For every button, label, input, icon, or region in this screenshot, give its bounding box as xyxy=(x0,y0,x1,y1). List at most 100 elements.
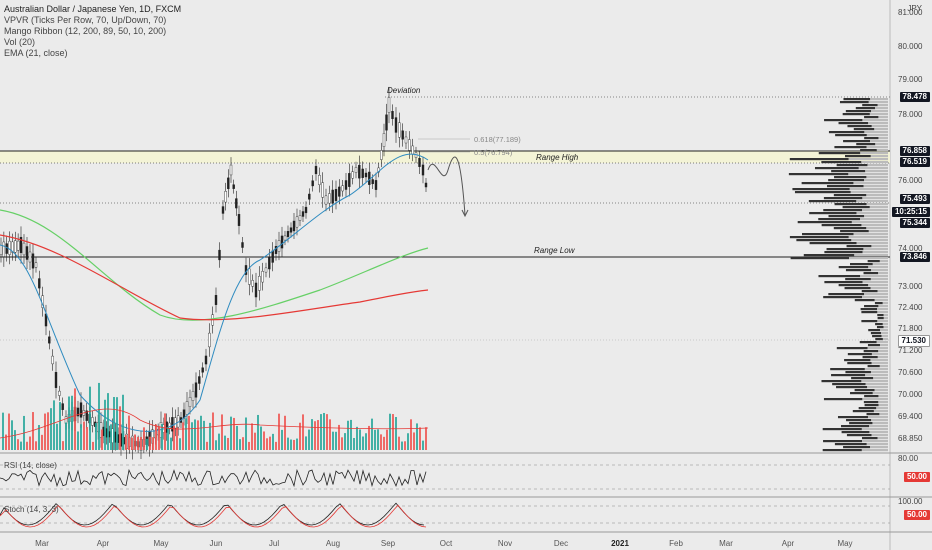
vpvr-bar xyxy=(845,278,871,281)
indicator-vpvr[interactable]: VPVR (Ticks Per Row, 70, Up/Down, 70) xyxy=(4,15,167,25)
volume-bar xyxy=(173,426,175,450)
vpvr-bar xyxy=(878,137,888,140)
candle-body xyxy=(328,193,331,204)
vpvr-bar xyxy=(876,341,888,344)
currency-label: JPY xyxy=(907,4,922,13)
vpvr-bar xyxy=(871,353,888,356)
volume-bar xyxy=(29,436,31,450)
volume-bar xyxy=(245,417,247,450)
candle-body xyxy=(174,417,177,429)
vpvr-bar xyxy=(831,374,866,377)
candle-body xyxy=(194,382,198,398)
vpvr-bar xyxy=(866,443,888,446)
price-tag-last-close[interactable]: 75.493 xyxy=(899,194,930,204)
candle-body xyxy=(311,180,314,187)
vpvr-bar xyxy=(854,254,888,257)
candle-body xyxy=(358,164,361,179)
vpvr-bar xyxy=(878,305,888,308)
vpvr-bar xyxy=(838,284,869,287)
price-tag-range-high-bottom[interactable]: 76.519 xyxy=(899,157,930,167)
volume-bar xyxy=(62,441,64,450)
volume-bar xyxy=(284,415,286,450)
vpvr-bar xyxy=(869,425,888,428)
candle-body xyxy=(28,251,32,263)
indicator-ema[interactable]: EMA (21, close) xyxy=(4,48,68,58)
time-axis-month: Oct xyxy=(439,539,453,548)
price-tag-support[interactable]: 71.530 xyxy=(897,335,930,347)
volume-bar xyxy=(2,412,4,450)
vpvr-bar xyxy=(850,392,873,395)
stoch-value-tag: 50.00 xyxy=(903,510,930,520)
stoch-pane-label[interactable]: Stoch (14, 3, 3) xyxy=(4,505,59,514)
candle-body xyxy=(54,372,58,388)
indicator-mango-ribbon[interactable]: Mango Ribbon (12, 200, 89, 50, 10, 200) xyxy=(4,26,167,36)
fib-level-05[interactable]: 0.5(76.794) xyxy=(474,148,513,157)
volume-bar xyxy=(269,436,271,450)
volume-bar xyxy=(254,432,256,450)
vpvr-bar xyxy=(802,233,854,236)
candle-body xyxy=(2,241,6,257)
vpvr-bar xyxy=(843,446,871,449)
price-tag-current[interactable]: 75.344 xyxy=(899,218,930,228)
price-tick: 72.400 xyxy=(898,303,923,312)
rsi-pane-label[interactable]: RSI (14, close) xyxy=(4,461,57,470)
volume-bar xyxy=(80,424,82,450)
vpvr-bar xyxy=(830,368,865,371)
time-axis-month: Mar xyxy=(35,539,49,548)
fib-level-618[interactable]: 0.618(77.189) xyxy=(474,135,521,144)
volume-bar xyxy=(194,419,196,450)
price-tag-range-low[interactable]: 73.846 xyxy=(899,252,930,262)
annotation-deviation[interactable]: Deviation xyxy=(387,86,421,95)
vpvr-bar xyxy=(862,119,888,122)
volume-bar xyxy=(59,402,61,450)
volume-bar xyxy=(221,414,223,450)
vpvr-bar xyxy=(882,323,888,326)
price-tag-range-high-top[interactable]: 76.858 xyxy=(899,146,930,156)
volume-bar xyxy=(317,420,319,450)
annotation-range-high[interactable]: Range High xyxy=(536,153,579,162)
vpvr-bar xyxy=(871,362,888,365)
vpvr-bar xyxy=(834,203,867,206)
indicator-volume[interactable]: Vol (20) xyxy=(4,37,36,47)
vpvr-bar xyxy=(856,242,888,245)
volume-bar xyxy=(407,433,409,450)
vpvr-bar xyxy=(866,134,888,137)
vpvr-bar xyxy=(814,167,859,170)
vpvr-bar xyxy=(796,239,852,242)
vpvr-bar xyxy=(828,131,865,134)
volume-bar xyxy=(218,433,220,450)
vpvr-bar xyxy=(850,263,873,266)
vpvr-bar xyxy=(879,344,888,347)
vpvr-bar xyxy=(881,335,888,338)
vpvr-bar xyxy=(870,155,888,158)
symbol-title[interactable]: Australian Dollar / Japanese Yen, 1D, FX… xyxy=(4,4,182,14)
volume-bar xyxy=(104,399,106,450)
candle-body xyxy=(380,150,383,160)
vpvr-bar xyxy=(868,101,888,104)
annotation-range-low[interactable]: Range Low xyxy=(534,246,575,255)
time-axis-month: Sep xyxy=(380,539,396,548)
vpvr-bar xyxy=(864,179,888,182)
vpvr-bar xyxy=(828,293,865,296)
vpvr-bar xyxy=(867,347,888,350)
volume-bar xyxy=(11,420,13,450)
vpvr-bar xyxy=(864,116,879,119)
candle-body xyxy=(391,110,394,120)
candle-body xyxy=(38,278,41,289)
price-tag-deviation-high[interactable]: 78.478 xyxy=(899,92,930,102)
vpvr-bar xyxy=(843,140,871,143)
vpvr-bar xyxy=(875,107,888,110)
vpvr-bar xyxy=(871,269,888,272)
candle-body xyxy=(411,145,414,155)
volume-bar xyxy=(215,440,217,450)
vpvr-bar xyxy=(832,383,866,386)
vpvr-bar xyxy=(854,299,875,302)
candle-body xyxy=(251,280,254,287)
vpvr-bar xyxy=(824,119,863,122)
vpvr-bar xyxy=(870,446,888,449)
volume-bar xyxy=(113,396,115,450)
vpvr-bar xyxy=(801,182,854,185)
volume-bar xyxy=(65,422,67,450)
volume-bar xyxy=(179,438,181,450)
